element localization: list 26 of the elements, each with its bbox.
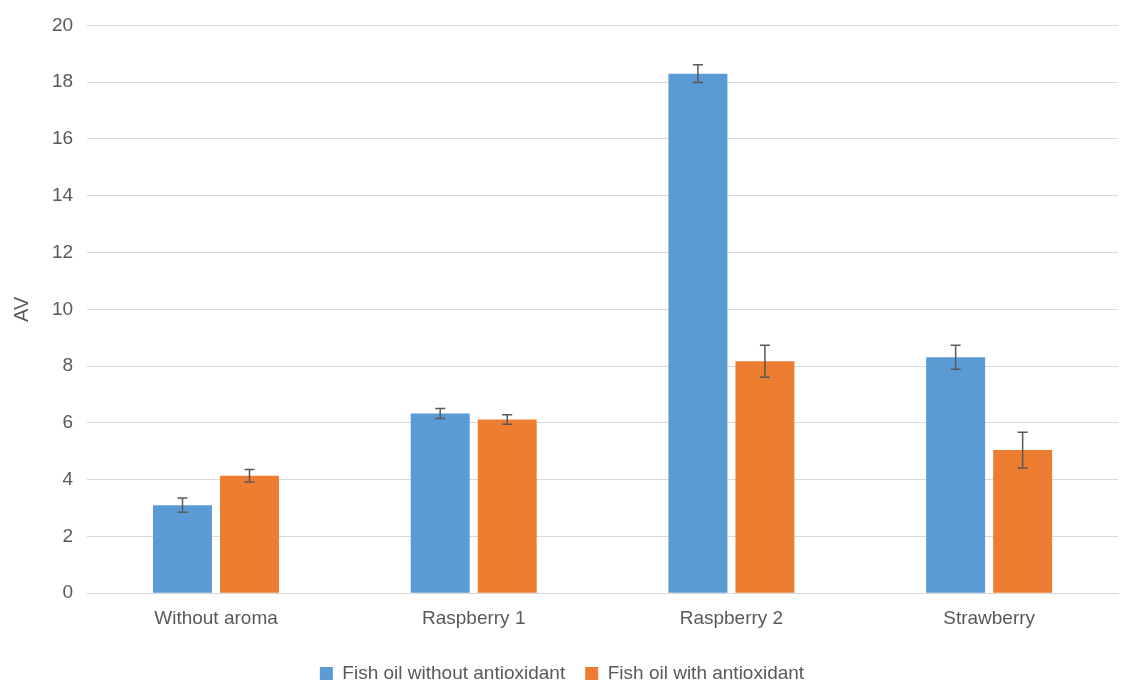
y-tick-label: 12 — [51, 240, 74, 262]
bar — [153, 505, 212, 593]
y-tick-label: 18 — [51, 70, 74, 92]
bar — [926, 357, 986, 593]
y-tick-label: 10 — [51, 297, 74, 319]
x-tick-label: Raspberry 2 — [679, 606, 784, 628]
y-tick-label: 8 — [62, 354, 74, 376]
bar — [735, 361, 795, 593]
y-tick-label: 4 — [62, 467, 74, 489]
y-tick-label: 2 — [62, 524, 74, 546]
x-tick-label: Strawberry — [943, 606, 1036, 628]
legend-label: Fish oil without antioxidant — [342, 661, 566, 683]
y-tick-label: 14 — [51, 183, 74, 205]
bar — [993, 450, 1053, 593]
bar — [477, 419, 537, 593]
y-tick-label: 16 — [51, 127, 74, 149]
bar — [668, 73, 728, 593]
y-tick-label: 20 — [51, 13, 74, 35]
x-tick-label: Raspberry 1 — [421, 606, 526, 628]
x-tick-label: Without aroma — [154, 606, 279, 628]
y-axis-title: AV — [9, 296, 32, 322]
legend-label: Fish oil with antioxidant — [607, 661, 805, 683]
bar — [220, 475, 279, 593]
bar — [410, 413, 470, 593]
y-tick-label: 6 — [62, 411, 74, 433]
y-tick-label: 0 — [62, 581, 74, 603]
